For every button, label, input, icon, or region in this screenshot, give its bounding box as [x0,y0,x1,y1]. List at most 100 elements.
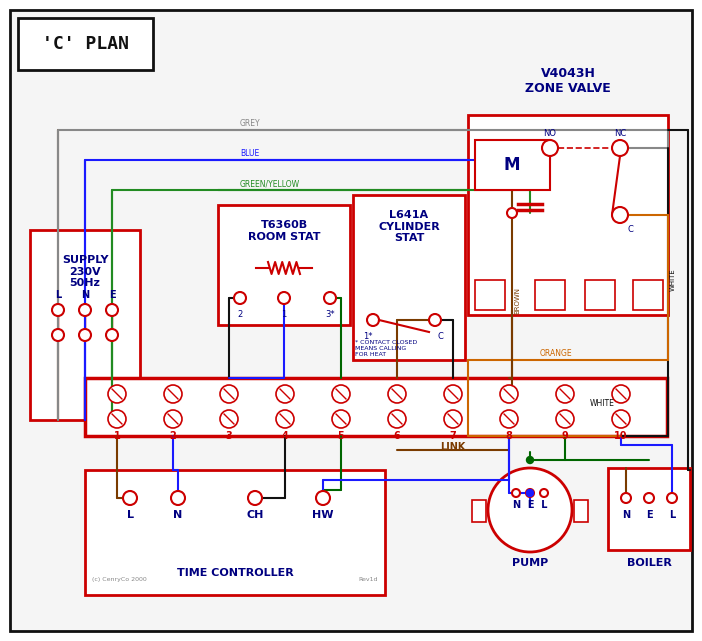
Circle shape [444,410,462,428]
Text: 7: 7 [449,431,456,441]
Text: 1: 1 [114,431,120,441]
Text: 4: 4 [282,431,289,441]
Circle shape [507,208,517,218]
Text: TIME CONTROLLER: TIME CONTROLLER [177,568,293,578]
Circle shape [220,385,238,403]
Circle shape [278,292,290,304]
Text: NO: NO [543,129,557,138]
Text: GREEN/YELLOW: GREEN/YELLOW [240,179,300,188]
Circle shape [234,292,246,304]
Text: ORANGE: ORANGE [540,349,573,358]
Text: T6360B
ROOM STAT: T6360B ROOM STAT [248,220,320,242]
FancyBboxPatch shape [574,500,588,522]
Circle shape [488,468,572,552]
Text: 10: 10 [614,431,628,441]
Circle shape [644,493,654,503]
Circle shape [52,304,64,316]
FancyBboxPatch shape [608,468,690,550]
Circle shape [388,410,406,428]
Circle shape [108,385,126,403]
FancyBboxPatch shape [585,280,615,310]
Text: N: N [81,290,89,300]
Text: N: N [622,510,630,520]
Circle shape [526,490,534,497]
FancyBboxPatch shape [535,280,565,310]
Text: 8: 8 [505,431,512,441]
Circle shape [526,489,534,497]
Circle shape [556,410,574,428]
Text: NC: NC [614,129,626,138]
Text: 1: 1 [282,310,286,319]
FancyBboxPatch shape [475,280,505,310]
Circle shape [332,410,350,428]
Text: 6: 6 [394,431,400,441]
FancyBboxPatch shape [472,500,486,522]
Circle shape [612,385,630,403]
Text: * CONTACT CLOSED
MEANS CALLING
FOR HEAT: * CONTACT CLOSED MEANS CALLING FOR HEAT [355,340,417,356]
Circle shape [106,329,118,341]
Circle shape [164,410,182,428]
FancyBboxPatch shape [30,230,140,420]
Circle shape [276,410,294,428]
FancyBboxPatch shape [218,205,350,325]
Circle shape [79,304,91,316]
Circle shape [324,292,336,304]
Text: BOILER: BOILER [627,558,671,568]
FancyBboxPatch shape [475,140,550,190]
FancyBboxPatch shape [10,10,692,631]
Text: N  E  L: N E L [512,500,548,510]
Circle shape [621,493,631,503]
Circle shape [556,385,574,403]
Circle shape [171,491,185,505]
FancyBboxPatch shape [85,378,667,436]
Circle shape [667,493,677,503]
Text: 5: 5 [338,431,345,441]
Text: V4043H
ZONE VALVE: V4043H ZONE VALVE [525,67,611,95]
FancyBboxPatch shape [18,18,153,70]
Circle shape [388,385,406,403]
Text: BLUE: BLUE [240,149,259,158]
Text: C: C [628,225,634,234]
Text: 3*: 3* [325,310,335,319]
Circle shape [526,456,534,463]
Circle shape [123,491,137,505]
FancyBboxPatch shape [468,115,668,315]
Text: GREY: GREY [240,119,260,128]
Text: 1*: 1* [363,332,373,341]
Text: SUPPLY
230V
50Hz: SUPPLY 230V 50Hz [62,255,108,288]
Circle shape [79,329,91,341]
Circle shape [106,304,118,316]
Text: BROWN: BROWN [514,287,520,313]
Text: N: N [173,510,183,520]
Text: 9: 9 [562,431,569,441]
Circle shape [108,410,126,428]
Circle shape [500,410,518,428]
Text: LINK: LINK [440,442,465,452]
Circle shape [540,489,548,497]
Text: PUMP: PUMP [512,558,548,568]
FancyBboxPatch shape [353,195,465,360]
Circle shape [542,140,558,156]
Text: 'C' PLAN: 'C' PLAN [41,35,128,53]
FancyBboxPatch shape [85,470,385,595]
Circle shape [248,491,262,505]
Circle shape [52,329,64,341]
Circle shape [612,140,628,156]
Text: WHITE: WHITE [590,399,615,408]
Circle shape [612,410,630,428]
Text: WHITE: WHITE [670,269,676,292]
Text: 3: 3 [225,431,232,441]
Text: E: E [109,290,115,300]
Text: HW: HW [312,510,333,520]
Text: 2: 2 [170,431,176,441]
Circle shape [512,489,520,497]
Circle shape [612,207,628,223]
FancyBboxPatch shape [633,280,663,310]
Text: Rev1d: Rev1d [359,577,378,582]
Circle shape [429,314,441,326]
Circle shape [164,385,182,403]
Text: L: L [126,510,133,520]
Text: L641A
CYLINDER
STAT: L641A CYLINDER STAT [378,210,440,243]
Circle shape [332,385,350,403]
Text: (c) CenryCo 2000: (c) CenryCo 2000 [92,577,147,582]
